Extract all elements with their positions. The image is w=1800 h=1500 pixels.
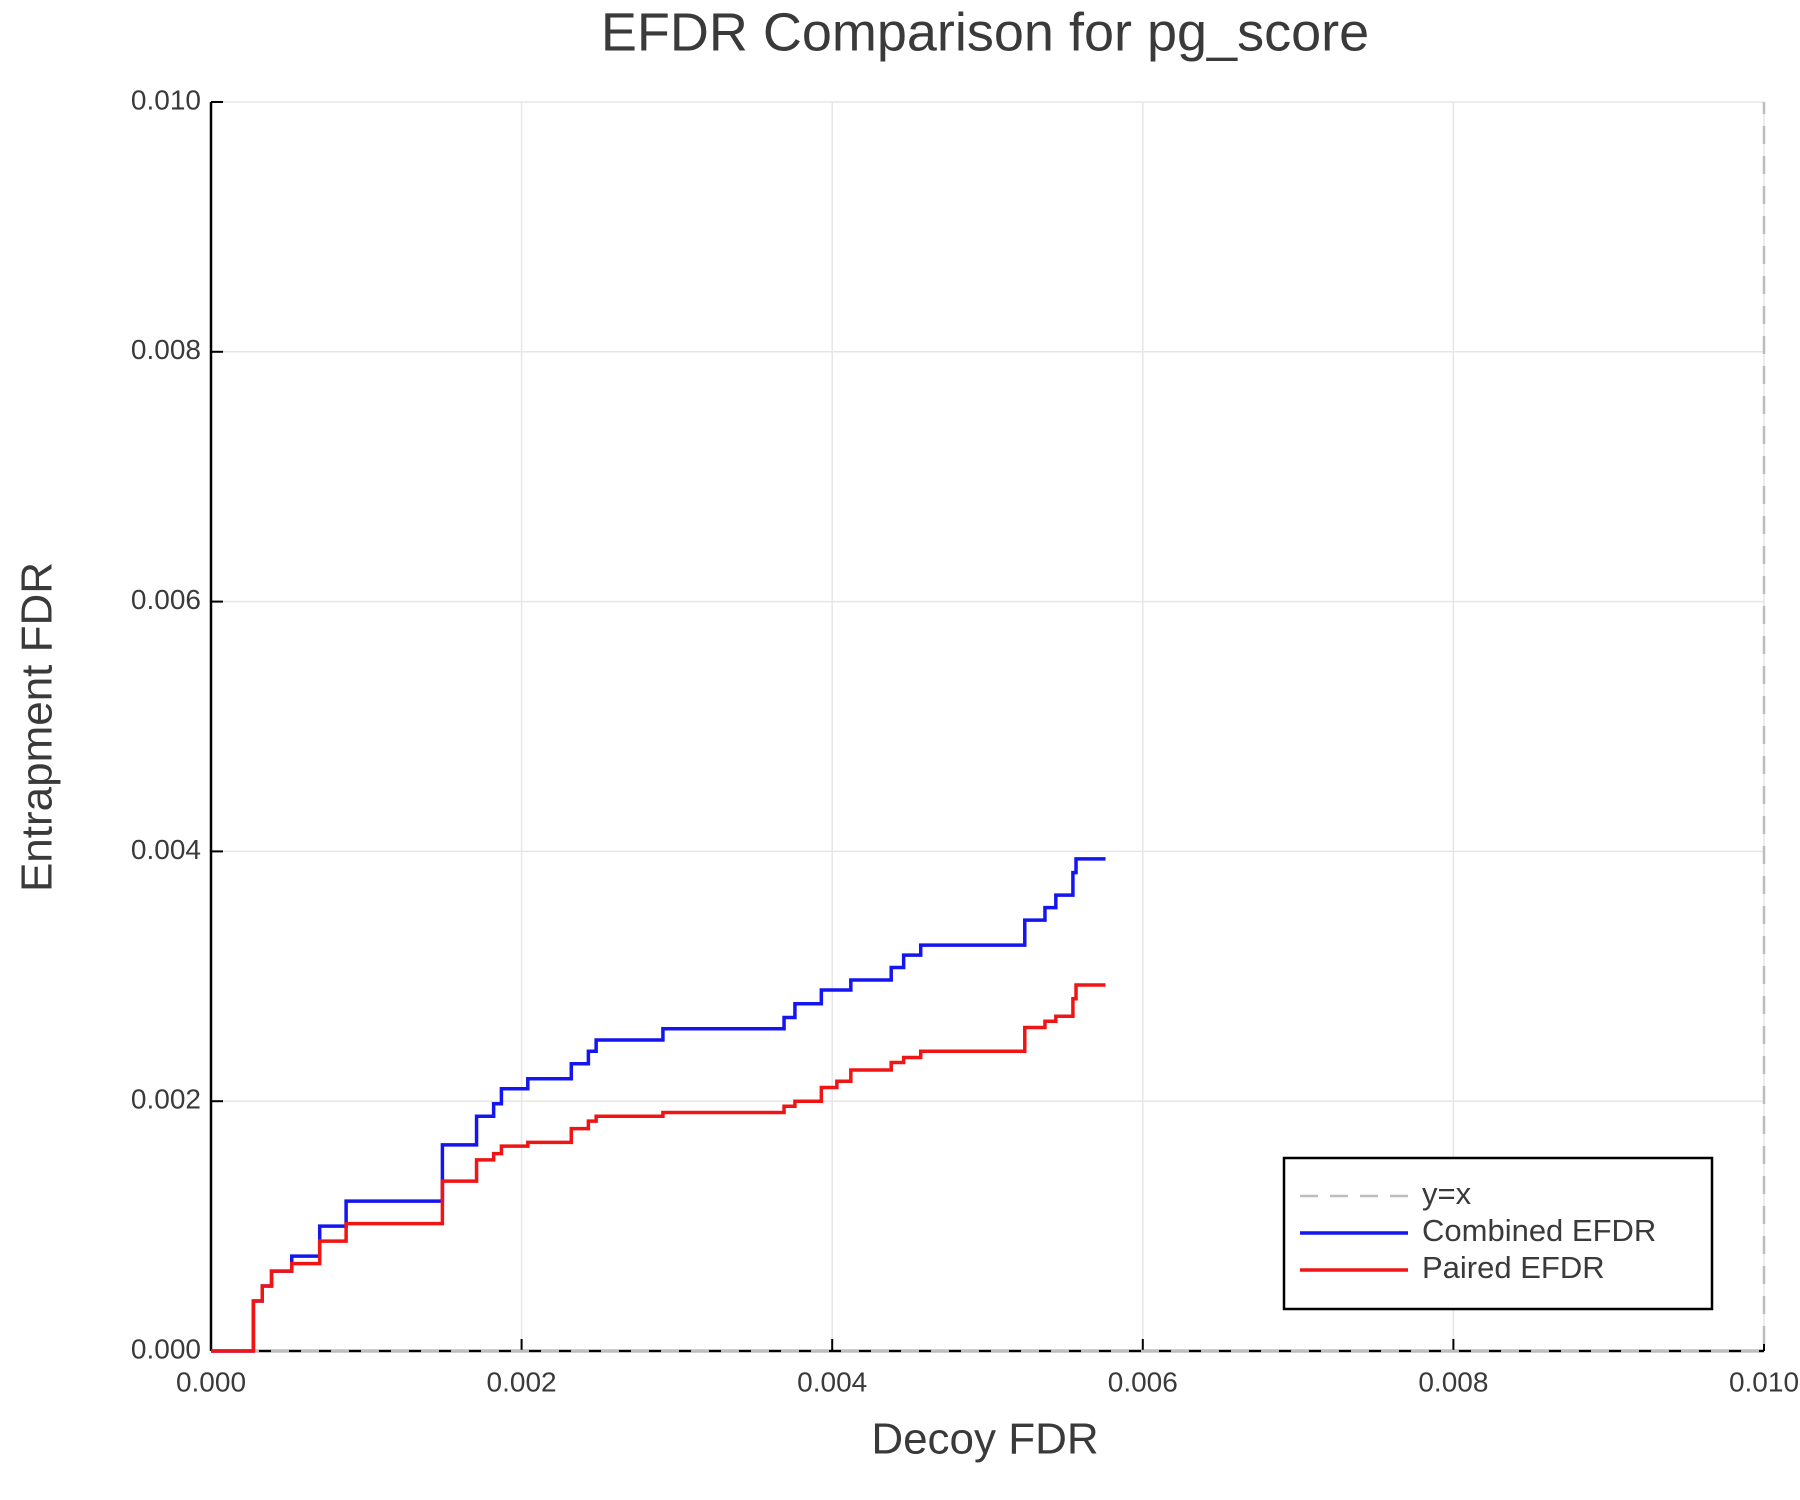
legend-label: y=x [1422,1176,1472,1211]
x-tick-label: 0.000 [176,1366,246,1397]
x-tick-label: 0.010 [1729,1366,1799,1397]
x-tick-label: 0.006 [1108,1366,1178,1397]
x-tick-label: 0.008 [1418,1366,1488,1397]
y-tick-label: 0.010 [131,84,201,115]
x-tick-label: 0.004 [797,1366,867,1397]
y-tick-label: 0.006 [131,584,201,615]
legend-label: Paired EFDR [1422,1250,1605,1285]
legend-label: Combined EFDR [1422,1213,1656,1248]
x-tick-label: 0.002 [487,1366,557,1397]
x-axis-label: Decoy FDR [871,1415,1098,1464]
y-tick-label: 0.008 [131,334,201,365]
series-line [211,857,1106,1353]
y-tick-label: 0.002 [131,1084,201,1115]
y-tick-label: 0.000 [131,1333,201,1364]
y-axis-label: Entrapment FDR [13,562,62,892]
chart-title: EFDR Comparison for pg_score [601,2,1369,62]
series-line [211,983,1106,1353]
series-line [211,102,1766,1353]
y-tick-label: 0.004 [131,834,201,865]
